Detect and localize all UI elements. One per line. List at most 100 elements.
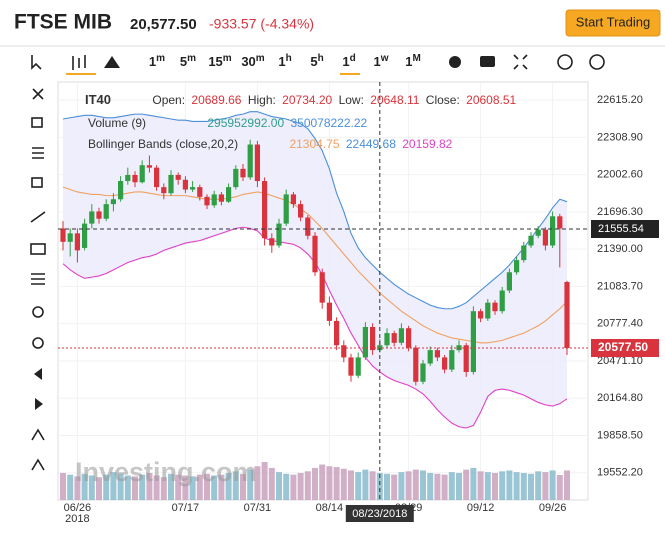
volume-bar (96, 477, 102, 500)
volume-bar (528, 473, 534, 500)
legend-symbol: IT40 (85, 92, 111, 107)
interval-button[interactable]: 1m (149, 53, 165, 70)
y-tick-label: 21083.70 (597, 280, 643, 292)
cursor-icon[interactable] (31, 55, 42, 70)
start-trading-label[interactable]: Start Trading (576, 14, 650, 29)
legend-label: High: (248, 93, 276, 107)
candle-body (269, 238, 275, 246)
line-tool-icon[interactable] (30, 211, 46, 223)
interval-button[interactable]: 1d (342, 53, 355, 70)
candle-body (67, 233, 73, 242)
volume-bar (484, 472, 491, 500)
legend-bollinger: Bollinger Bands (close,20,2) 21304.75 22… (88, 137, 453, 151)
candle-body (89, 211, 95, 224)
fib-tool-icon[interactable] (31, 273, 45, 285)
tool-icon[interactable] (31, 458, 45, 471)
legend-value: 350078222.22 (290, 116, 367, 130)
volume-bar (74, 476, 81, 500)
volume-bar (254, 466, 261, 500)
volume-bar (391, 474, 398, 500)
interval-button[interactable]: 1w (373, 53, 388, 70)
candle-body (132, 174, 138, 183)
legend-label: Volume (9) (88, 116, 146, 130)
x-tick-label: 07/17 (172, 502, 200, 514)
last-price: 20,577.50 (130, 16, 197, 33)
interval-button[interactable]: 5h (310, 53, 323, 70)
candle-body (550, 216, 556, 246)
volume-bar (261, 462, 268, 500)
interval-number: 1 (342, 54, 349, 69)
tool-icon[interactable] (31, 428, 45, 441)
candle-body (298, 204, 304, 218)
upload-icon[interactable] (589, 54, 605, 70)
interval-button[interactable]: 1M (405, 53, 421, 70)
candle-body (190, 187, 196, 190)
volume-bar (146, 472, 153, 500)
volume-bar (405, 471, 412, 500)
volume-bar (290, 474, 297, 500)
volume-bar (124, 475, 131, 500)
y-tick-label: 21696.30 (597, 206, 643, 218)
candle-body (434, 350, 440, 358)
legend-ohlc: IT40 Open: 20689.66 High: 20734.20 Low: … (85, 92, 517, 107)
fullscreen-icon[interactable] (513, 54, 528, 70)
volume-bar (376, 472, 383, 500)
y-tick-label: 19858.50 (597, 429, 643, 441)
interval-button[interactable]: 15m (208, 53, 231, 70)
zoom-in-icon[interactable] (32, 306, 44, 318)
interval-button[interactable]: 1h (278, 53, 291, 70)
plot: Investing.com (58, 82, 588, 500)
volume-bar (535, 471, 542, 500)
volume-bar (247, 469, 254, 500)
interval-unit: m (156, 53, 165, 64)
close-icon[interactable] (32, 88, 44, 100)
download-icon[interactable] (557, 54, 573, 70)
volume-bar (103, 474, 110, 500)
candle-body (326, 302, 332, 321)
candle-body (139, 165, 145, 183)
legend-label: Open: (152, 93, 185, 107)
legend-label: Close: (426, 93, 460, 107)
volume-bar (477, 471, 484, 500)
candle-body (262, 181, 268, 239)
bollinger-line (62, 111, 568, 310)
tool-icon[interactable] (31, 117, 43, 128)
tool-icon[interactable] (31, 177, 43, 188)
settings-icon[interactable] (449, 56, 461, 68)
rect-tool-icon[interactable] (30, 243, 46, 255)
interval-number: 1 (278, 54, 285, 69)
last-price-label: 20577.50 (598, 340, 648, 354)
candle-body (125, 174, 131, 182)
volume-bar (196, 474, 203, 500)
forward-icon[interactable] (35, 398, 43, 410)
instrument-title: FTSE MIB (14, 11, 112, 34)
volume-bar (456, 472, 462, 500)
crosshair-date-label: 08/23/2018 (352, 508, 407, 520)
area-icon[interactable] (104, 56, 120, 68)
volume-bar (420, 470, 426, 500)
last-price-tag (591, 338, 659, 357)
candle-body (82, 223, 88, 248)
start-trading-button[interactable] (565, 9, 661, 37)
interval-button[interactable]: 30m (241, 53, 264, 70)
zoom-out-icon[interactable] (32, 337, 44, 349)
crosshair-price-label: 21555.54 (598, 223, 644, 235)
camera-icon[interactable] (480, 56, 495, 67)
candles-icon[interactable] (72, 55, 86, 70)
candle-body (463, 345, 469, 373)
tool-icon[interactable] (32, 147, 44, 159)
active-interval (340, 73, 360, 75)
volume-bar (549, 470, 556, 500)
volume-bar (492, 472, 498, 500)
interval-button[interactable]: 5m (180, 53, 196, 70)
candle-body (182, 179, 188, 190)
volume-bar (110, 472, 117, 500)
back-icon[interactable] (34, 368, 42, 380)
volume-bar (153, 475, 160, 500)
candle-body (161, 187, 167, 194)
volume-bar (355, 472, 362, 500)
volume-bar (160, 477, 167, 500)
volume-bar (168, 473, 174, 500)
volume-bar (384, 473, 390, 500)
candle-body (542, 229, 548, 246)
